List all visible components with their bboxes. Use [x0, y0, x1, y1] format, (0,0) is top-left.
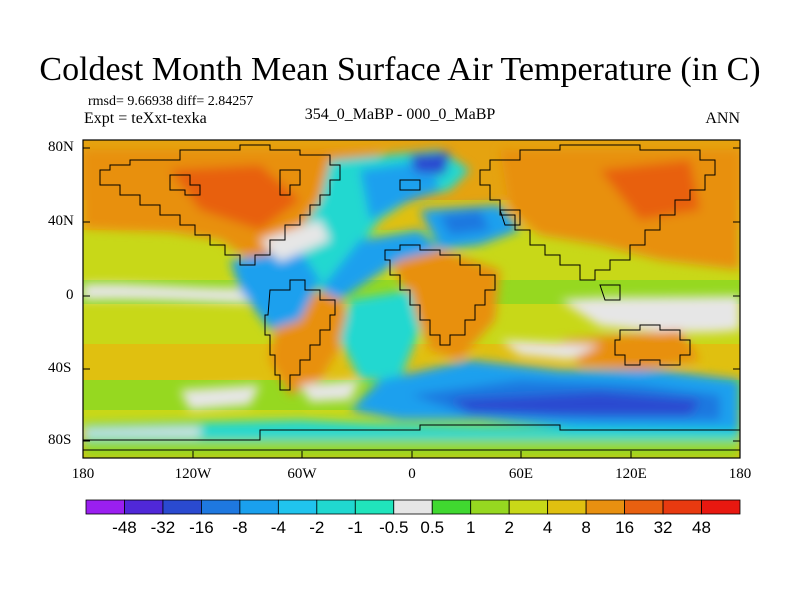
colorbar-swatch: [277, 499, 318, 515]
colorbar-swatch: [701, 499, 741, 515]
colorbar-label: 48: [692, 518, 711, 537]
colorbar-swatch: [85, 499, 125, 515]
lon-label-60e: 60E: [508, 466, 534, 482]
lon-label-0: 0: [408, 466, 416, 482]
experiment-line: Expt = teXxt-texka: [84, 110, 207, 127]
colorbar-label: 0.5: [420, 518, 445, 537]
colorbar: [85, 499, 741, 515]
colorbar-swatch: [239, 499, 279, 515]
comparison-label: 354_0_MaBP - 000_0_MaBP: [304, 106, 496, 123]
colorbar-swatch: [662, 499, 702, 515]
colorbar-swatch: [624, 499, 664, 515]
colorbar-label: -8: [232, 518, 248, 537]
colorbar-label: -1: [347, 518, 363, 537]
lat-label-40n: 40N: [48, 213, 74, 229]
colorbar-swatch: [431, 499, 472, 515]
temperature-field: [83, 140, 740, 458]
colorbar-swatch: [162, 499, 202, 515]
colorbar-swatch: [508, 499, 549, 515]
colorbar-label: -0.5: [379, 518, 409, 537]
colorbar-label: -2: [309, 518, 325, 537]
colorbar-label: 1: [465, 518, 476, 537]
colorbar-swatch: [547, 499, 587, 515]
colorbar-label: -48: [112, 518, 137, 537]
lon-label-180e: 180: [728, 466, 752, 482]
colorbar-label: 16: [615, 518, 635, 537]
lat-label-0: 0: [66, 287, 74, 303]
lat-label-40s: 40S: [48, 360, 72, 376]
colorbar-label: -4: [270, 518, 286, 537]
colorbar-label: 4: [542, 518, 553, 537]
axis-ticks: [82, 147, 741, 458]
colorbar-swatch: [201, 499, 241, 515]
colorbar-swatch: [393, 499, 433, 515]
colorbar-swatch: [354, 499, 395, 515]
lat-label-80s: 80S: [48, 432, 72, 448]
lon-label-180w: 180: [71, 466, 95, 482]
lon-label-120e: 120E: [615, 466, 647, 482]
colorbar-swatch: [470, 499, 510, 515]
lon-label-60w: 60W: [287, 466, 317, 482]
chart-title: Coldest Month Mean Surface Air Temperatu…: [39, 51, 761, 88]
colorbar-swatch: [316, 499, 356, 515]
colorbar-label: 8: [581, 518, 591, 537]
colorbar-label: 2: [504, 518, 514, 537]
colorbar-swatch: [124, 499, 164, 515]
coastlines: [83, 144, 740, 451]
lon-label-120w: 120W: [174, 466, 212, 482]
colorbar-label: 32: [653, 518, 673, 537]
colorbar-label: -16: [189, 518, 214, 537]
stats-line: rmsd= 9.66938 diff= 2.84257: [88, 94, 254, 109]
season-label: ANN: [705, 110, 740, 127]
colorbar-label: -32: [150, 518, 176, 537]
lat-label-80n: 80N: [48, 139, 74, 155]
colorbar-swatch: [585, 499, 625, 515]
